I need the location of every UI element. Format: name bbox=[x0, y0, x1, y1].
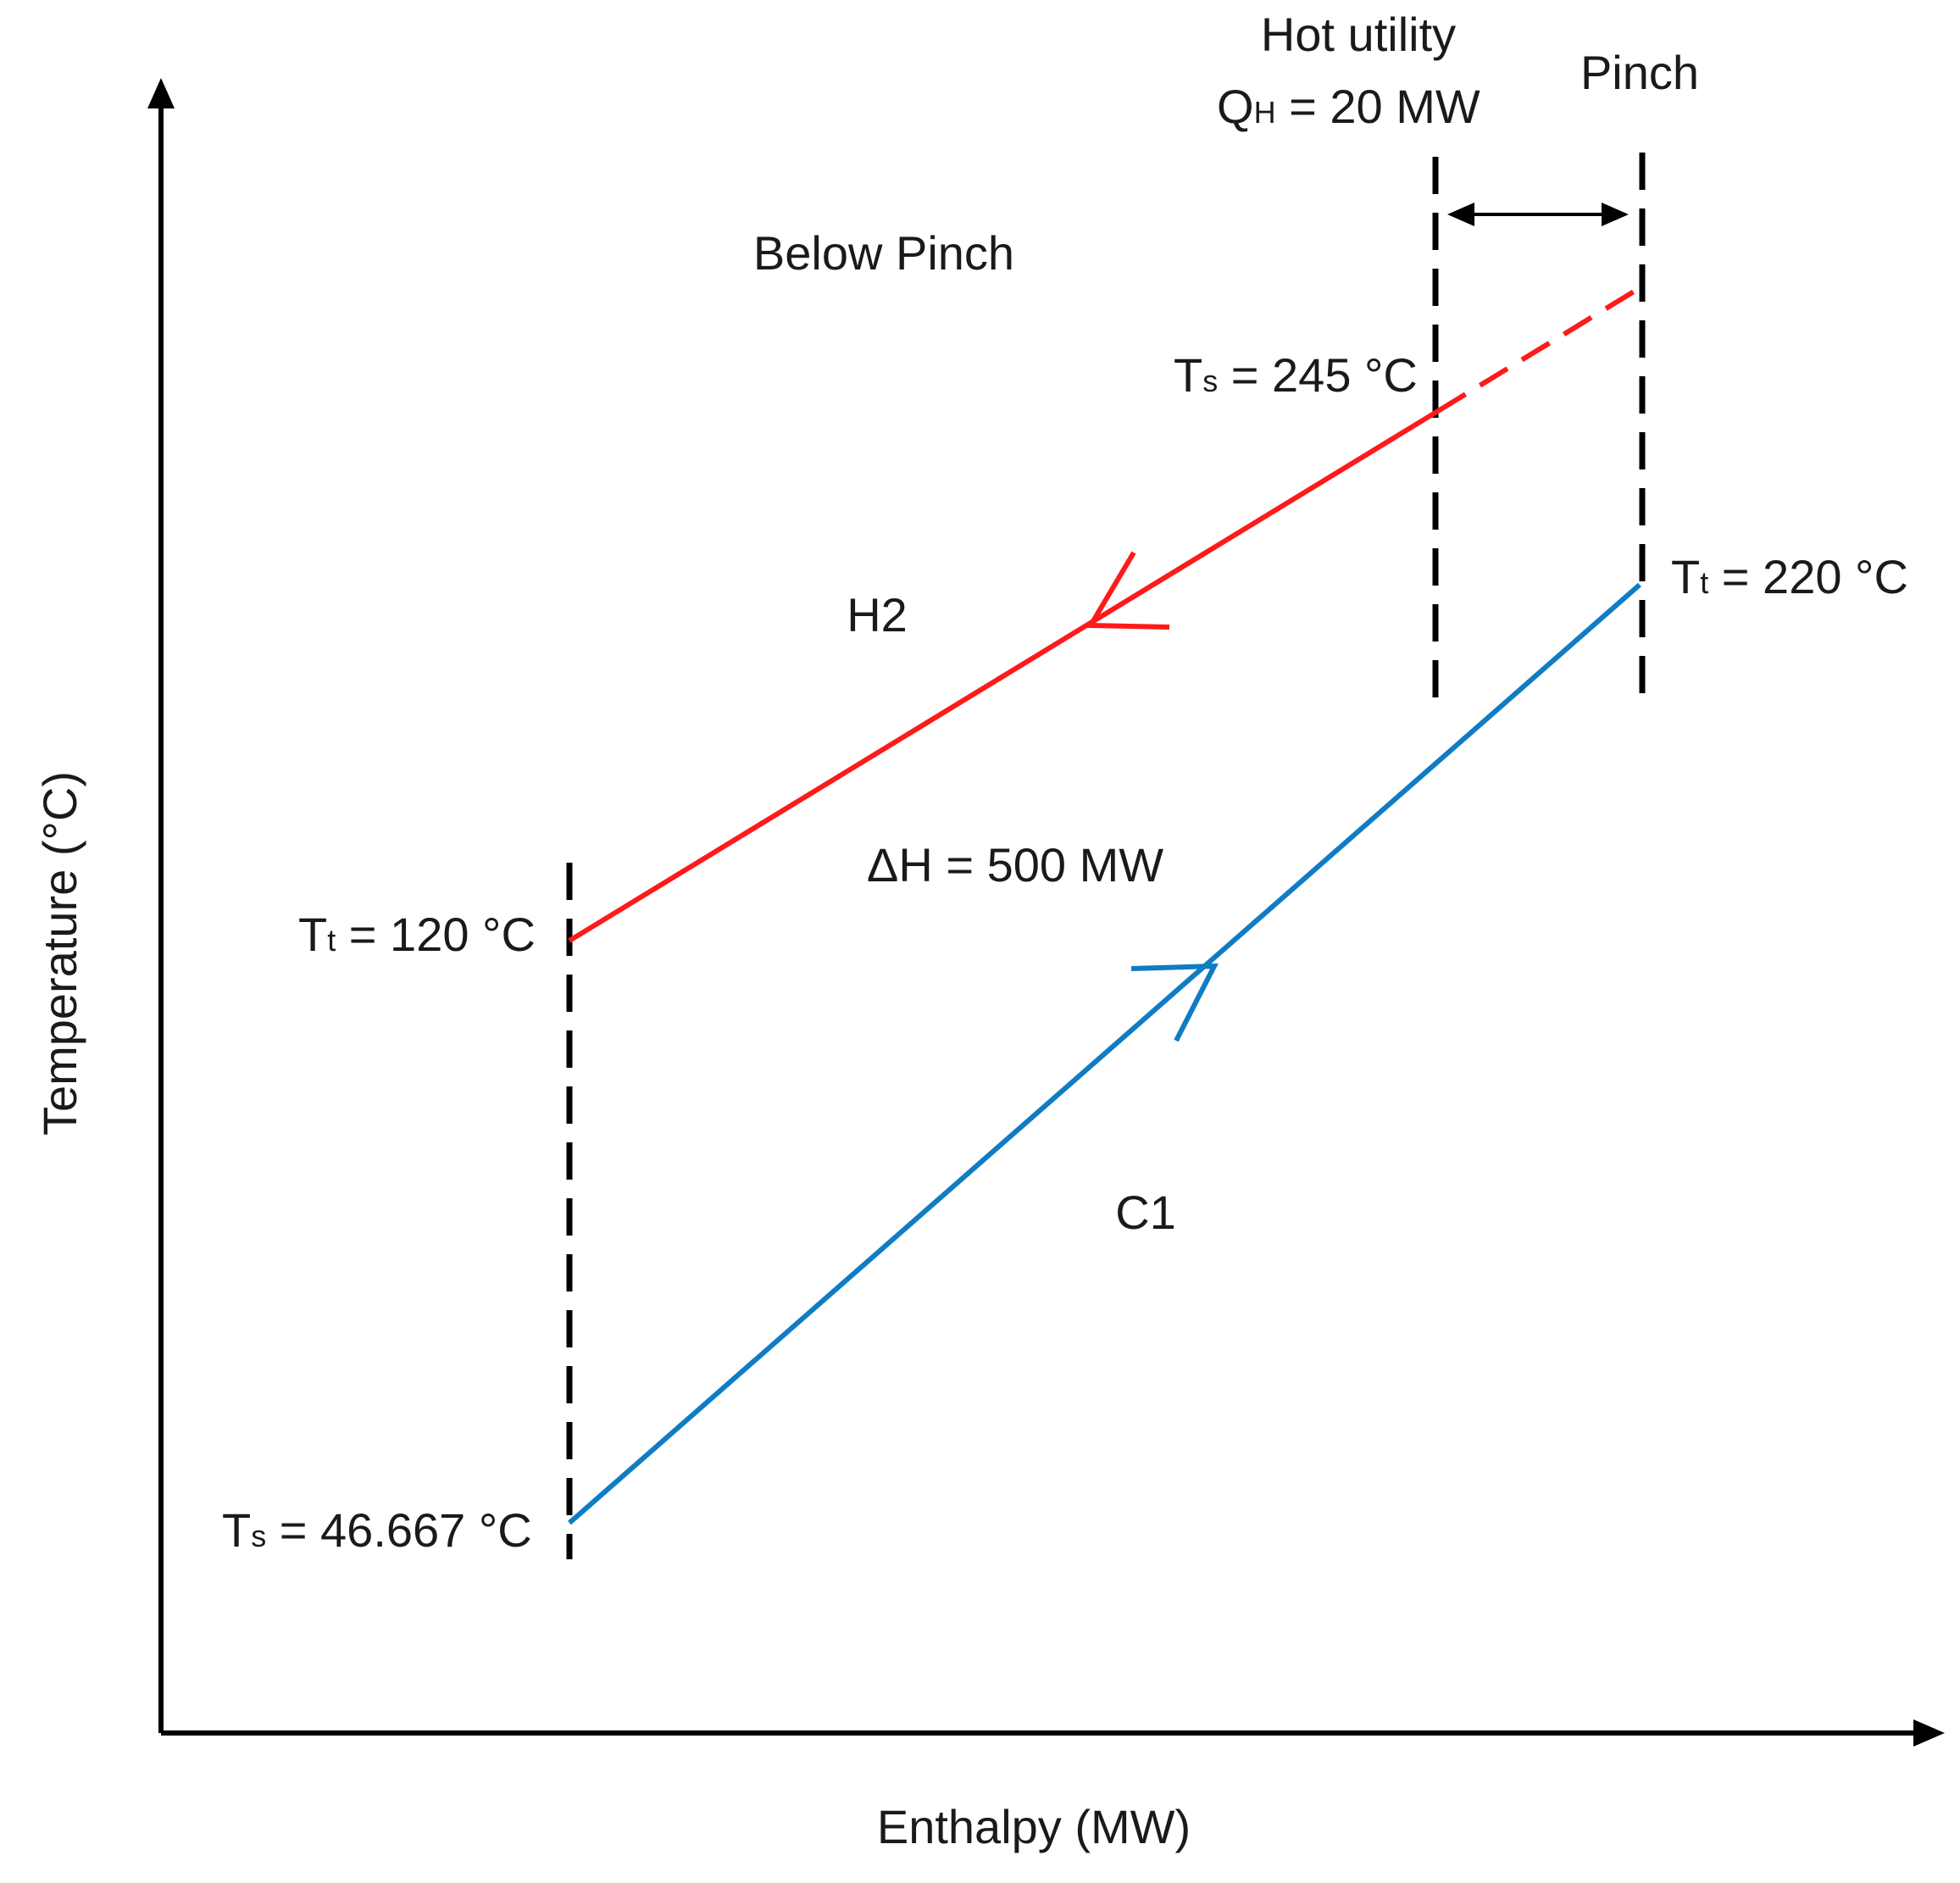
hot-utility-subscript: H bbox=[1254, 95, 1276, 130]
hot-utility-span-arrow bbox=[1447, 203, 1629, 226]
hot-utility-value: QH = 20 MW bbox=[1217, 80, 1480, 133]
hot-stream-supply-temp: Ts = 245 °C bbox=[1174, 348, 1418, 402]
hot-stream-extension-dashed bbox=[1436, 284, 1644, 414]
y-axis-arrowhead bbox=[147, 78, 175, 108]
y-axis-label: Temperature (°C) bbox=[33, 771, 86, 1136]
cold-stream-line bbox=[568, 582, 1641, 1525]
hot-utility-symbol: Q bbox=[1217, 80, 1254, 133]
hot-utility-title: Hot utility bbox=[1261, 8, 1456, 61]
hot-utility-amount: = 20 MW bbox=[1276, 80, 1480, 133]
x-axis-label: Enthalpy (MW) bbox=[877, 1800, 1191, 1853]
duty-label: ΔH = 500 MW bbox=[867, 838, 1163, 892]
cold-stream-target-temp: Tt = 220 °C bbox=[1671, 550, 1908, 603]
cold-stream-direction-arrow bbox=[1130, 963, 1219, 1042]
hot-stream-line bbox=[568, 408, 1440, 943]
region-label: Below Pinch bbox=[753, 226, 1014, 280]
cold-stream-supply-temp: Ts = 46.667 °C bbox=[222, 1503, 532, 1557]
cold-stream-name: C1 bbox=[1115, 1186, 1176, 1239]
axes bbox=[158, 93, 1928, 1736]
hot-stream-direction-arrow bbox=[1085, 551, 1170, 630]
x-axis-arrowhead bbox=[1913, 1719, 1945, 1747]
pinch-label: Pinch bbox=[1580, 46, 1699, 99]
hot-stream-name: H2 bbox=[847, 588, 908, 642]
hot-stream-target-temp: Tt = 120 °C bbox=[298, 908, 536, 961]
